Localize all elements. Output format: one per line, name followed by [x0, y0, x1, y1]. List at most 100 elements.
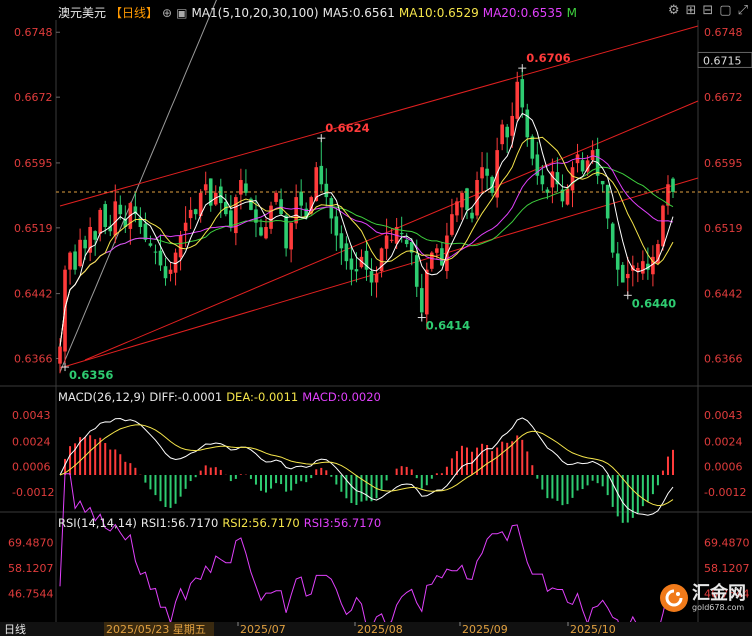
- channel-line: [59, 177, 699, 369]
- candle-body: [88, 226, 92, 253]
- candle-body: [379, 248, 384, 272]
- candle-body: [133, 206, 138, 215]
- candle-body: [455, 201, 459, 216]
- candle-body: [651, 256, 655, 275]
- candle-body: [540, 175, 545, 185]
- candle-body: [590, 150, 595, 161]
- price-axis-left-label: 0.6442: [14, 288, 53, 301]
- candle-body: [329, 198, 334, 219]
- candle-body: [625, 273, 630, 279]
- expand-icon[interactable]: ⤢: [737, 3, 748, 18]
- ma-more-marker: M: [566, 6, 577, 20]
- candle-body: [666, 184, 670, 206]
- price-axis-left-label: 0.6595: [14, 157, 53, 170]
- candle-body: [213, 192, 218, 205]
- candle-body: [344, 243, 349, 262]
- date-label: 2025/08: [357, 623, 403, 636]
- ma20-line: [59, 155, 674, 347]
- layout-icon[interactable]: ⊟: [702, 3, 714, 18]
- ma5-value: MA5:0.6561: [322, 6, 395, 20]
- settings-icon[interactable]: ⚙: [667, 3, 680, 18]
- candle-body: [249, 198, 253, 210]
- annotation-label: 0.6356: [69, 368, 113, 382]
- candle-body: [389, 239, 394, 241]
- candle-body: [525, 109, 530, 138]
- candle-body: [414, 255, 419, 287]
- candle-body: [490, 176, 494, 193]
- candle-body: [143, 223, 148, 240]
- candle-body: [68, 252, 72, 270]
- crosshair-icon[interactable]: ⊕: [162, 6, 173, 20]
- candle-body: [399, 233, 404, 235]
- price-axis-right-label: 0.6672: [704, 91, 743, 104]
- candle-body: [620, 264, 625, 283]
- candle-body: [319, 165, 324, 185]
- macd-diff: DIFF:-0.0001: [149, 390, 223, 404]
- candle-body: [118, 204, 123, 215]
- candle-body: [73, 251, 77, 270]
- candle-body: [309, 197, 314, 214]
- price-axis-left-label: 0.6519: [14, 222, 53, 235]
- candle-body: [244, 183, 248, 193]
- candle-body: [354, 269, 359, 272]
- candle-body: [470, 212, 474, 219]
- candle-body: [183, 222, 188, 231]
- candle-body: [294, 197, 298, 224]
- macd-macd: MACD:0.0020: [302, 390, 381, 404]
- period-label[interactable]: 【日线】: [110, 6, 159, 20]
- candle-body: [560, 189, 565, 202]
- rsi-label[interactable]: RSI(14,14,14): [58, 516, 137, 530]
- candle-body: [440, 248, 444, 266]
- macd-axis-left-label: 0.0024: [12, 435, 51, 448]
- candle-body: [600, 180, 605, 185]
- candle-body: [299, 191, 303, 206]
- ma-params[interactable]: MA1(5,10,20,30,100): [191, 6, 319, 20]
- candle-body: [339, 233, 344, 249]
- candle-body: [173, 252, 178, 273]
- candle-body: [369, 271, 374, 283]
- candle-body: [450, 214, 454, 235]
- price-axis-right-label: 0.6366: [704, 353, 743, 366]
- candle-body: [641, 261, 645, 274]
- candle-body: [163, 266, 168, 279]
- candle-body: [138, 217, 143, 227]
- candle-body: [565, 188, 570, 205]
- price-axis-right-label: 0.6748: [704, 26, 743, 39]
- candle-body: [520, 79, 525, 108]
- candle-body: [430, 252, 434, 269]
- symbol-name[interactable]: 澳元美元: [58, 6, 107, 20]
- candle-body: [636, 267, 640, 272]
- macd-header: MACD(26,12,9) DIFF:-0.0001 DEA:-0.0011 MACD…: [58, 390, 385, 404]
- rsi-header: RSI(14,14,14) RSI1:56.7170 RSI2:56.7170 RSI…: [58, 516, 385, 530]
- indicator-icon[interactable]: ▣: [176, 6, 188, 20]
- date-label: 2025/07: [240, 623, 286, 636]
- candle-body: [419, 288, 424, 313]
- price-axis-left-label: 0.6366: [14, 353, 53, 366]
- candle-body: [203, 184, 208, 191]
- date-label: 2025/09: [462, 623, 508, 636]
- candle-body: [304, 208, 309, 219]
- candle-body: [605, 184, 610, 219]
- candle-body: [530, 136, 535, 159]
- candle-body: [349, 258, 354, 270]
- candle-body: [500, 124, 504, 145]
- candle-body: [188, 209, 193, 219]
- macd-diff-line: [59, 417, 674, 516]
- macd-axis-left-label: 0.0006: [12, 461, 51, 474]
- candle-body: [515, 81, 520, 119]
- price-axis-right-label: 0.6442: [704, 288, 743, 301]
- watermark-logo-icon: [660, 584, 688, 612]
- candle-body: [324, 183, 329, 198]
- date-label: 2025/10: [570, 623, 616, 636]
- candle-body: [93, 231, 97, 240]
- macd-label[interactable]: MACD(26,12,9): [58, 390, 146, 404]
- annotation-label: 0.6706: [526, 51, 570, 65]
- candle-body: [334, 216, 339, 236]
- toolbar: ⚙ ⊞ ⊟ ▢ ⤢: [662, 3, 748, 18]
- watermark-url: gold678.com: [692, 602, 745, 612]
- grid-icon[interactable]: ⊞: [685, 3, 697, 18]
- window-icon[interactable]: ▢: [719, 3, 732, 18]
- rsi3-value: RSI3:56.7170: [303, 516, 382, 530]
- candle-body: [113, 201, 118, 236]
